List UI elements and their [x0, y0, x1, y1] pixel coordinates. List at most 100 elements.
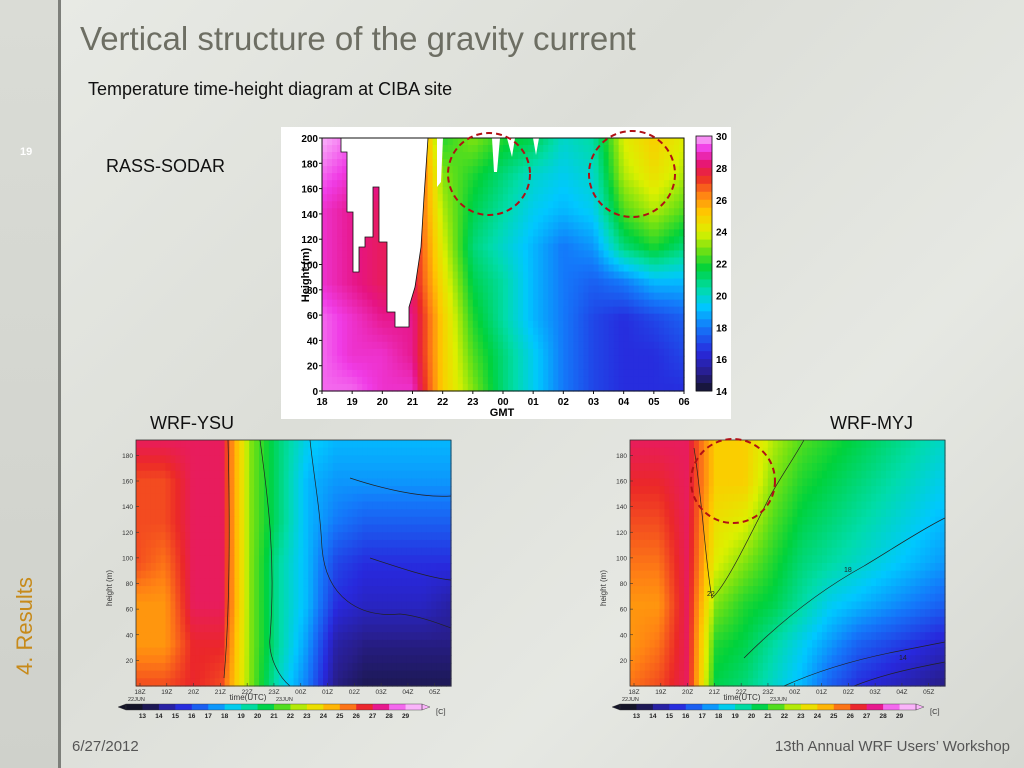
rass-cell [678, 313, 685, 322]
rass-colorbar-swatch [696, 223, 712, 233]
ysu-cell [401, 655, 408, 664]
rass-cell [337, 166, 343, 174]
rass-cell [518, 369, 524, 378]
ysu-cell [214, 624, 221, 633]
rass-cell [447, 250, 454, 259]
ysu-cell [323, 624, 329, 633]
rass-cell [628, 159, 635, 167]
rass-cell [497, 222, 504, 230]
rass-cell [477, 271, 484, 280]
ysu-cell [160, 563, 167, 572]
rass-cell [673, 285, 680, 294]
ysu-cell [209, 662, 216, 672]
ysu-cell [387, 486, 393, 495]
rass-cell [588, 152, 595, 160]
rass-cell [432, 173, 439, 181]
rass-cell [623, 341, 630, 350]
rass-ytick-label: 100 [301, 261, 318, 272]
rass-cell [653, 383, 660, 392]
rass-cell [643, 306, 650, 315]
ysu-cell [140, 509, 147, 518]
ysu-cell [421, 563, 427, 572]
rass-cell [603, 313, 610, 322]
ysu-cell [411, 655, 418, 664]
rass-cell [623, 278, 630, 287]
ysu-cell [234, 632, 240, 641]
rass-cell [518, 306, 524, 315]
ysu-cell [214, 493, 221, 503]
ysu-cell [387, 555, 393, 564]
rass-cell [347, 334, 353, 343]
rass-cell [352, 278, 358, 287]
ysu-cell [396, 470, 403, 480]
rass-cell [678, 320, 685, 329]
ysu-cell [224, 670, 231, 679]
ysu-cell [303, 639, 309, 649]
rass-cell [477, 159, 484, 167]
rass-cell [548, 264, 554, 273]
rass-cell [407, 369, 414, 378]
rass-cell [578, 194, 585, 202]
ysu-cell [170, 616, 176, 626]
rass-cell [487, 173, 494, 181]
ysu-cell [224, 647, 231, 656]
rass-cell [598, 194, 605, 202]
ysu-cell [327, 578, 334, 587]
ysu-cell [150, 478, 157, 487]
rass-cell [598, 362, 605, 371]
ysu-cell [362, 486, 368, 495]
rass-cell [372, 208, 378, 216]
rass-cell [497, 285, 504, 294]
ysu-cell [263, 501, 270, 510]
rass-cell [628, 257, 635, 266]
myj-cell [733, 447, 739, 456]
ysu-cell [337, 463, 344, 472]
rass-cell [427, 299, 434, 308]
ysu-label: WRF-YSU [150, 413, 234, 433]
rass-cell [462, 257, 469, 266]
rass-cell [462, 138, 469, 146]
rass-cell [482, 327, 489, 336]
rass-cell [497, 355, 504, 364]
ysu-cell [332, 486, 339, 495]
rass-cell [603, 341, 610, 350]
ysu-cell [332, 655, 339, 664]
ysu-cell [283, 586, 290, 595]
ysu-cell [288, 501, 295, 510]
ysu-cell [332, 632, 339, 641]
ysu-cell [308, 455, 314, 464]
ysu-xtick-label: 01Z [322, 689, 333, 696]
ysu-cell [327, 501, 334, 510]
ysu-cell [244, 601, 250, 610]
ysu-cell [411, 570, 418, 579]
rass-cell [618, 159, 625, 167]
rass-cell [608, 348, 615, 357]
rass-cell [362, 306, 368, 315]
rass-cell [407, 362, 414, 371]
ysu-cell [283, 486, 290, 495]
ysu-cell [347, 516, 354, 526]
ysu-cell [377, 524, 383, 533]
ysu-cell [308, 478, 314, 487]
rass-cell [437, 306, 444, 315]
ysu-cell [136, 440, 142, 449]
rass-cell [678, 278, 685, 287]
rass-cell [598, 180, 605, 188]
ysu-cell [190, 670, 196, 679]
rass-cell [668, 264, 675, 273]
rass-cell [402, 376, 409, 385]
rass-cell [382, 285, 388, 294]
rass-cell [593, 271, 600, 280]
ysu-cell [155, 539, 162, 549]
ysu-cell [136, 455, 142, 464]
ysu-cell [234, 470, 240, 480]
rass-cell [608, 138, 615, 146]
ysu-cell [234, 524, 240, 533]
ysu-cell [396, 539, 403, 549]
ysu-cell [406, 455, 413, 464]
rass-cell [447, 313, 454, 322]
rass-cell [638, 278, 645, 287]
rass-cell [638, 334, 645, 343]
rass-cell [628, 201, 635, 209]
rass-cell [573, 243, 580, 252]
